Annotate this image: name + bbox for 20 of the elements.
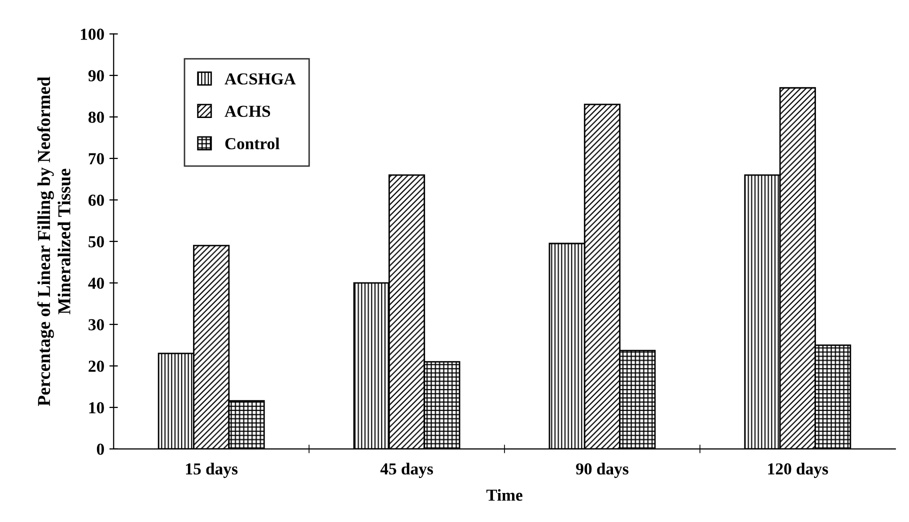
y-axis-title: Percentage of Linear Filling by Neoformed Mineralized Tissue — [37, 76, 70, 406]
legend-label: Control — [225, 138, 280, 150]
x-tick-label: 45 days — [380, 462, 433, 478]
y-tick-label: 20 — [88, 360, 104, 372]
y-tick-label: 90 — [88, 70, 104, 82]
y-tick-label: 60 — [88, 194, 104, 206]
y-tick-label: 40 — [88, 278, 104, 289]
y-tick-label: 70 — [88, 153, 104, 164]
x-tick-label: 90 days — [576, 462, 628, 478]
legend-label: ACSHGA — [224, 73, 296, 85]
y-tick-label: 100 — [80, 28, 104, 40]
y-tick-label: 0 — [96, 444, 104, 455]
x-tick-label: 15 days — [186, 462, 238, 478]
y-tick-label: 50 — [88, 236, 104, 248]
y-tick-label: 10 — [89, 402, 104, 414]
y-tick-label: 30 — [88, 319, 104, 330]
x-axis-title: Time — [486, 489, 522, 501]
x-tick-label: 120 days — [768, 462, 828, 478]
y-tick-label: 80 — [88, 112, 104, 123]
legend-label: ACHS — [224, 106, 270, 117]
